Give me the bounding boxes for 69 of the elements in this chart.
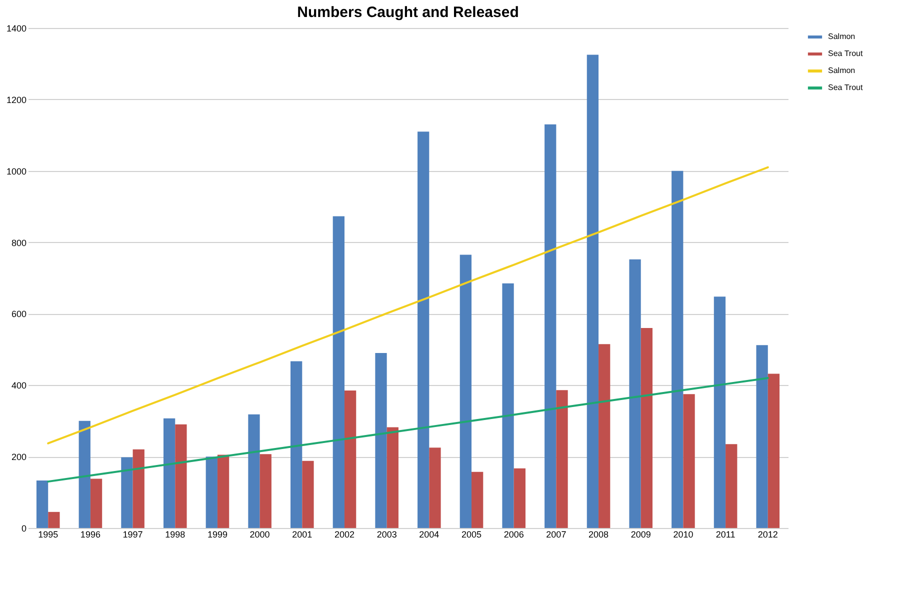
bar: [472, 472, 484, 528]
x-tick-label: 2000: [250, 530, 270, 540]
line-series: [47, 166, 769, 444]
x-tick-label: 1995: [38, 530, 58, 540]
y-tick-label: 400: [11, 380, 26, 391]
legend-label: Salmon: [828, 32, 856, 41]
legend-label: Sea Trout: [828, 83, 864, 92]
bar: [332, 216, 344, 528]
y-tick-label: 1400: [6, 24, 26, 34]
bar: [132, 449, 144, 528]
bar: [672, 170, 684, 528]
x-tick-label: 2010: [673, 530, 694, 540]
bar: [683, 394, 695, 528]
bar: [375, 353, 387, 528]
y-tick-label: 800: [11, 238, 26, 248]
x-tick-label: 1997: [122, 530, 143, 540]
x-tick-label: 1996: [80, 530, 100, 540]
bar: [78, 420, 90, 528]
x-tick-label: 1998: [165, 530, 186, 540]
chart-title: Numbers Caught and Released: [297, 4, 519, 21]
bar: [598, 344, 610, 528]
y-tick-label: 0: [21, 524, 26, 534]
x-tick-label: 2011: [716, 530, 736, 540]
bar: [290, 361, 302, 528]
x-tick-label: 2005: [461, 530, 482, 540]
x-tick-label: 2002: [334, 530, 355, 540]
x-tick-label: 2007: [546, 530, 566, 540]
bar: [206, 456, 218, 528]
bar: [640, 328, 653, 528]
line-series: [47, 377, 769, 483]
x-tick-label: 2012: [758, 530, 778, 540]
bar: [217, 454, 230, 528]
bar: [629, 259, 641, 528]
bar: [90, 478, 102, 528]
bar: [344, 390, 356, 528]
bar: [429, 448, 441, 528]
bar: [386, 427, 398, 528]
x-tick-label: 2004: [419, 530, 440, 540]
x-tick-label: 2006: [504, 530, 524, 540]
y-tick-label: 1200: [6, 94, 26, 105]
bar: [175, 424, 187, 528]
bar: [544, 124, 556, 528]
bar: [248, 414, 260, 528]
x-tick-label: 2009: [630, 530, 651, 540]
y-tick-label: 200: [11, 452, 26, 462]
bar: [714, 296, 726, 528]
bar: [726, 444, 738, 528]
bar: [302, 460, 314, 528]
legend-label: Sea Trout: [828, 49, 864, 58]
bar: [586, 54, 599, 528]
bar: [556, 390, 568, 528]
bar: [121, 457, 133, 528]
x-tick-label: 2003: [376, 530, 397, 540]
bar: [460, 254, 472, 528]
bar: [260, 454, 272, 528]
y-tick-label: 1000: [6, 166, 26, 176]
bar: [768, 374, 780, 528]
bar: [48, 512, 60, 528]
bar: [756, 345, 768, 528]
bar: [163, 418, 176, 528]
y-tick-label: 600: [11, 309, 26, 320]
bar: [502, 283, 514, 528]
bar: [514, 468, 526, 528]
x-tick-label: 1999: [207, 530, 228, 540]
x-tick-label: 2001: [292, 530, 312, 540]
legend-label: Salmon: [828, 66, 856, 75]
bar: [418, 132, 430, 528]
x-tick-label: 2008: [588, 530, 609, 540]
bar: [36, 480, 48, 528]
